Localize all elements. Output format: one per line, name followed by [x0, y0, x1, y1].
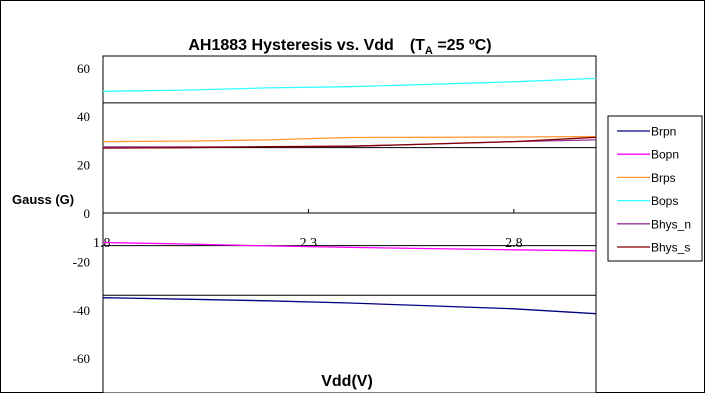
legend-box — [607, 115, 703, 262]
x-tick-label: 1.8 — [93, 236, 111, 251]
x-tick-label: 2.3 — [300, 236, 318, 251]
y-tick-label: 40 — [77, 109, 90, 124]
legend-label-brps: Brps — [651, 171, 676, 185]
series-line-brpn — [102, 297, 597, 315]
x-axis: 1.8 2.3 2.8 — [93, 209, 596, 251]
y-tick-label: -40 — [73, 303, 90, 318]
y-tick-label: 0 — [84, 206, 91, 221]
legend-label-bhys-s: Bhys_s — [651, 241, 690, 255]
legend-label-bops: Bops — [651, 194, 678, 208]
x-axis-label: Vdd(V) — [321, 373, 373, 390]
y-tick-label: -20 — [73, 254, 90, 269]
legend-label-bopn: Bopn — [651, 148, 679, 162]
y-tick-label: 20 — [77, 158, 90, 173]
chart-title-cond-suffix: =25 ºC) — [433, 37, 492, 54]
legend-label-brpn: Brpn — [651, 125, 676, 139]
y-tick-label: 60 — [77, 61, 90, 76]
y-axis-label: Gauss (G) — [12, 192, 74, 207]
y-axis-tick-labels: 60 40 20 0 -20 -40 -60 — [73, 61, 90, 366]
series-line-brps — [102, 135, 597, 143]
chart-title-cond-subscript: A — [425, 45, 433, 57]
y-tick-label: -60 — [73, 351, 90, 366]
series-lines — [102, 77, 597, 315]
gridlines — [103, 102, 596, 296]
x-tick-label: 2.8 — [505, 236, 523, 251]
plot-area — [102, 55, 597, 393]
legend: Brpn Bopn Brps Bops Bhys_n Bhys_s — [607, 115, 703, 262]
series-line-bhys-s — [102, 136, 597, 149]
series-line-bops — [102, 77, 597, 92]
chart-title-main: AH1883 Hysteresis vs. Vdd — [188, 37, 393, 54]
chart-title-cond-prefix: (T — [410, 37, 425, 54]
legend-items: Brpn Bopn Brps Bops Bhys_n Bhys_s — [617, 125, 691, 255]
chart-title: AH1883 Hysteresis vs. Vdd (TA =25 ºC) — [188, 37, 491, 57]
legend-label-bhys-n: Bhys_n — [651, 217, 691, 231]
series-line-bopn — [102, 241, 597, 252]
